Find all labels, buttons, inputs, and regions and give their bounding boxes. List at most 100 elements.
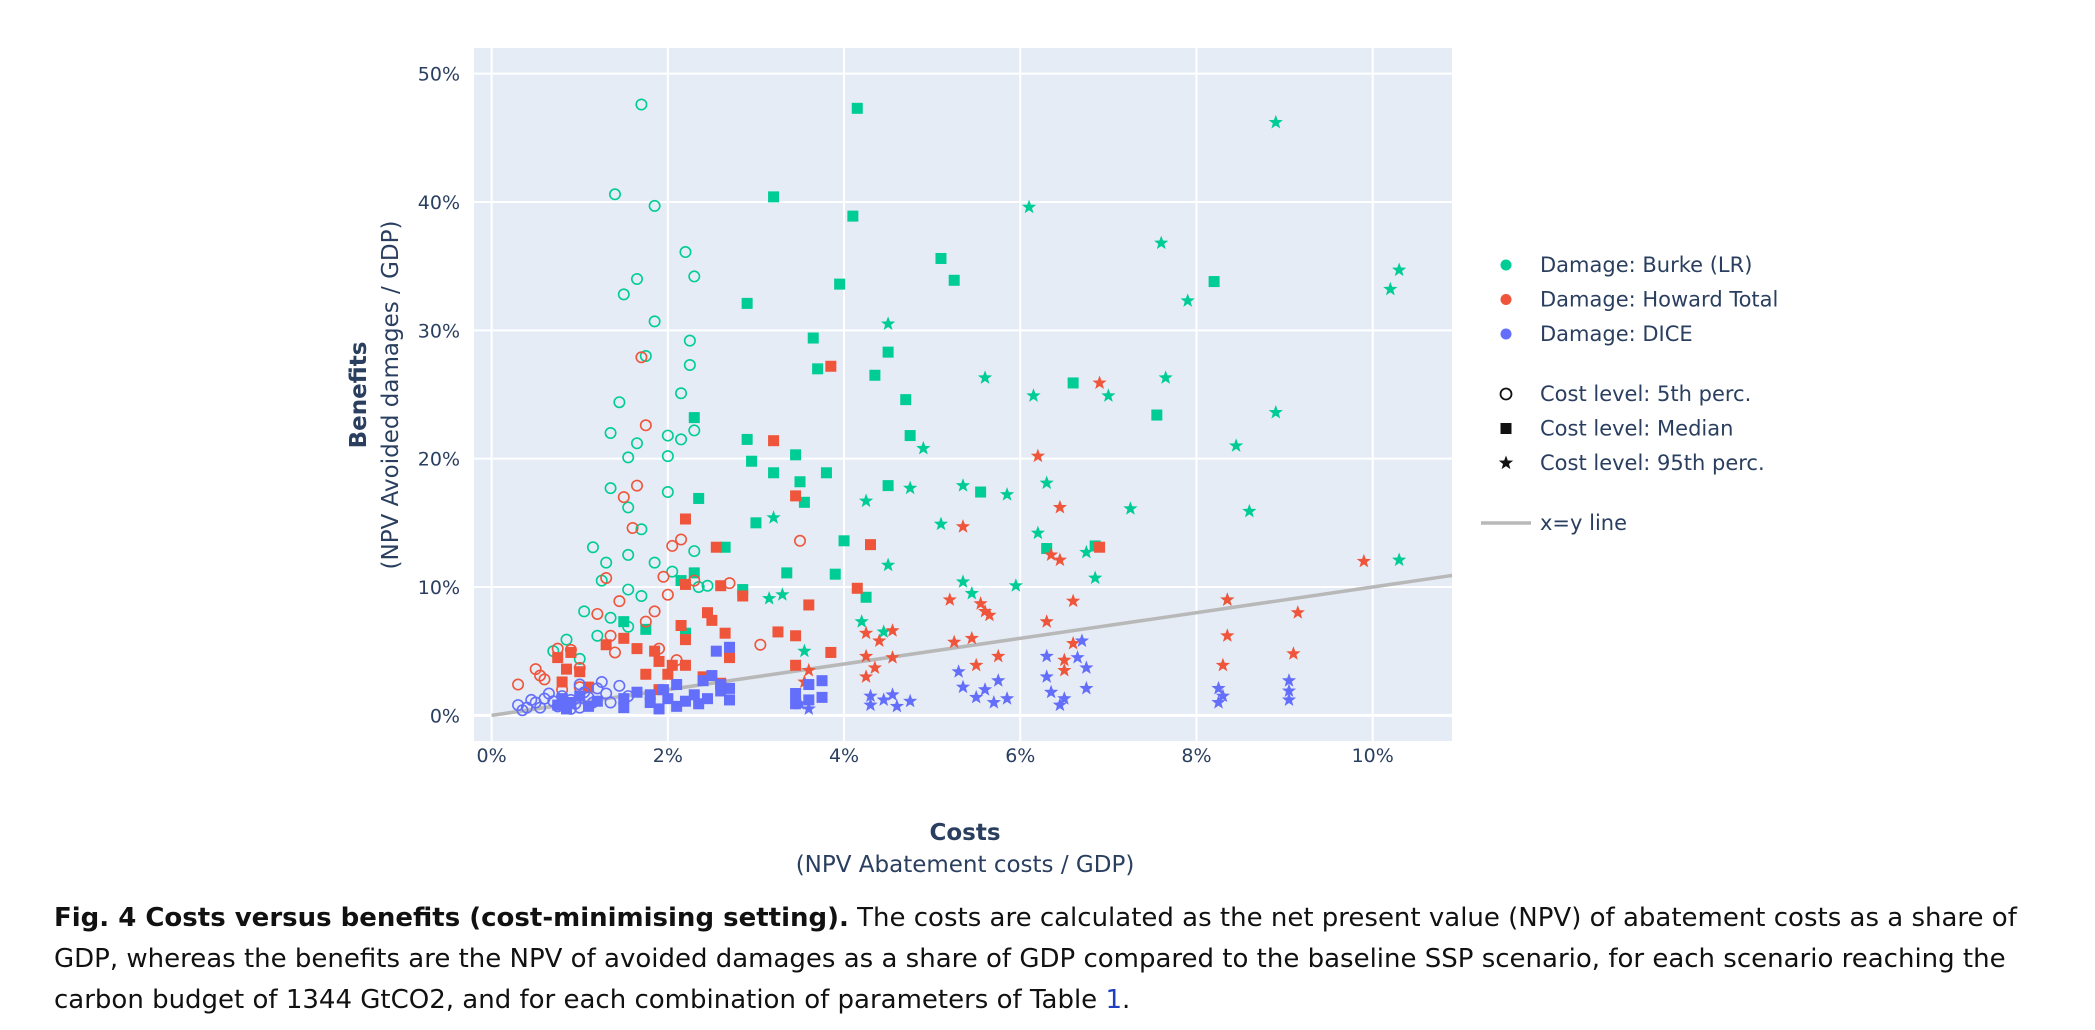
point-burke-lr-square	[820, 467, 832, 479]
point-burke-lr-star	[933, 516, 949, 531]
point-burke-lr-circle-open	[661, 486, 674, 499]
point-burke-lr-star	[1158, 370, 1173, 384]
point-howard-total-square	[675, 620, 687, 631]
point-dice-star	[801, 701, 816, 715]
caption-title: Fig. 4 Costs versus benefits (cost-minim…	[54, 903, 849, 933]
point-dice-square	[693, 698, 705, 710]
point-howard-total-square	[618, 632, 630, 644]
point-dice-square	[574, 690, 586, 702]
point-dice-star	[951, 664, 966, 678]
point-howard-total-square	[772, 626, 784, 638]
point-dice-star	[903, 693, 918, 708]
y-tick-label: 20%	[418, 449, 460, 471]
x-axis-subtitle: (NPV Abatement costs / GDP)	[796, 852, 1135, 878]
point-burke-lr-circle-open	[622, 501, 635, 514]
point-burke-lr-square	[693, 492, 705, 504]
point-burke-lr-circle-open	[608, 188, 621, 201]
point-burke-lr-square	[1067, 377, 1079, 389]
point-dice-star	[889, 698, 905, 713]
grid	[474, 48, 1452, 741]
point-dice-square	[724, 694, 736, 706]
point-dice-star	[986, 695, 1001, 709]
point-howard-total-square	[710, 541, 722, 553]
point-howard-total-square	[679, 659, 691, 671]
point-burke-lr-star	[1383, 281, 1398, 296]
point-burke-lr-square	[882, 480, 894, 492]
point-burke-lr-square	[948, 274, 960, 286]
x-tick-label: 2%	[653, 745, 683, 767]
point-burke-lr-square	[882, 346, 894, 358]
point-burke-lr-square	[741, 433, 753, 445]
x-tick-label: 10%	[1352, 745, 1394, 767]
point-howard-total-square	[649, 645, 661, 657]
point-burke-lr-square	[640, 623, 652, 635]
point-howard-total-circle-open	[613, 595, 626, 608]
point-burke-lr-star	[1268, 114, 1283, 129]
point-burke-lr-square	[798, 496, 810, 508]
point-burke-lr-square	[1208, 276, 1220, 288]
x-tick-label: 6%	[1005, 745, 1035, 767]
point-dice-star	[977, 682, 993, 696]
point-dice-star	[1074, 633, 1090, 647]
point-dice-square	[688, 689, 700, 701]
legend-damage-swatch	[1500, 328, 1512, 340]
point-howard-total-star	[1043, 547, 1059, 561]
y-axis-subtitle: (NPV Avoided damages / GDP)	[378, 221, 404, 570]
point-howard-total-star	[1030, 448, 1046, 463]
point-howard-total-circle-open	[666, 539, 679, 552]
table-reference-link[interactable]: 1	[1105, 985, 1122, 1015]
point-dice-star	[1057, 691, 1072, 705]
point-burke-lr-star	[1030, 525, 1046, 540]
point-dice-square	[618, 702, 630, 714]
point-burke-lr-circle-open	[613, 396, 626, 409]
point-dice-star	[1281, 683, 1297, 698]
y-tick-label: 40%	[418, 192, 460, 214]
point-burke-lr-circle-open	[701, 579, 714, 592]
point-burke-lr-star	[775, 587, 790, 601]
point-dice-star	[1039, 648, 1054, 663]
point-howard-total-square	[851, 582, 863, 594]
point-dice-square	[816, 675, 828, 687]
point-dice-star	[1281, 673, 1297, 687]
point-burke-lr-star	[1021, 199, 1037, 214]
point-dice-star	[1211, 695, 1226, 709]
point-howard-total-star	[942, 592, 957, 606]
point-dice-square	[653, 703, 665, 715]
point-burke-lr-star	[858, 493, 874, 508]
point-dice-star	[969, 689, 984, 704]
point-burke-lr-circle-open	[630, 437, 643, 450]
y-tick-label: 0%	[430, 705, 460, 727]
point-burke-lr-square	[834, 278, 846, 290]
point-howard-total-square	[631, 643, 643, 655]
point-dice-square	[724, 682, 736, 694]
point-howard-total-star	[1290, 605, 1305, 619]
point-dice-star	[1070, 650, 1085, 664]
point-dice-square	[790, 698, 802, 710]
point-dice-square	[701, 693, 713, 705]
point-dice-square	[803, 694, 815, 706]
point-dice-square	[556, 693, 568, 705]
point-howard-total-square	[561, 663, 573, 675]
point-dice-star	[1043, 684, 1059, 699]
point-howard-total-square	[583, 681, 595, 693]
legend: Damage: Burke (LR) Damage: Howard Total Da…	[1481, 253, 1778, 535]
point-burke-lr-circle-open	[622, 583, 635, 596]
point-howard-total-square	[803, 599, 815, 611]
point-howard-total-circle-open	[512, 678, 525, 691]
point-dice-square	[657, 684, 669, 696]
point-burke-lr-circle-open	[635, 98, 648, 111]
point-burke-lr-square	[935, 252, 947, 264]
point-howard-total-circle-open	[617, 491, 630, 504]
point-dice-star	[1052, 697, 1068, 712]
point-howard-total-square	[653, 655, 665, 667]
point-burke-lr-circle-open	[661, 450, 674, 463]
point-howard-total-circle-open	[608, 646, 621, 659]
point-dice-square	[583, 700, 595, 712]
point-burke-lr-square	[794, 476, 806, 488]
point-howard-total-square	[565, 646, 577, 658]
point-howard-total-square	[666, 659, 678, 671]
point-howard-total-square	[790, 630, 802, 642]
point-dice-star	[1079, 660, 1094, 674]
point-dice-circle-open	[604, 696, 617, 709]
y-tick-label: 10%	[418, 577, 460, 599]
